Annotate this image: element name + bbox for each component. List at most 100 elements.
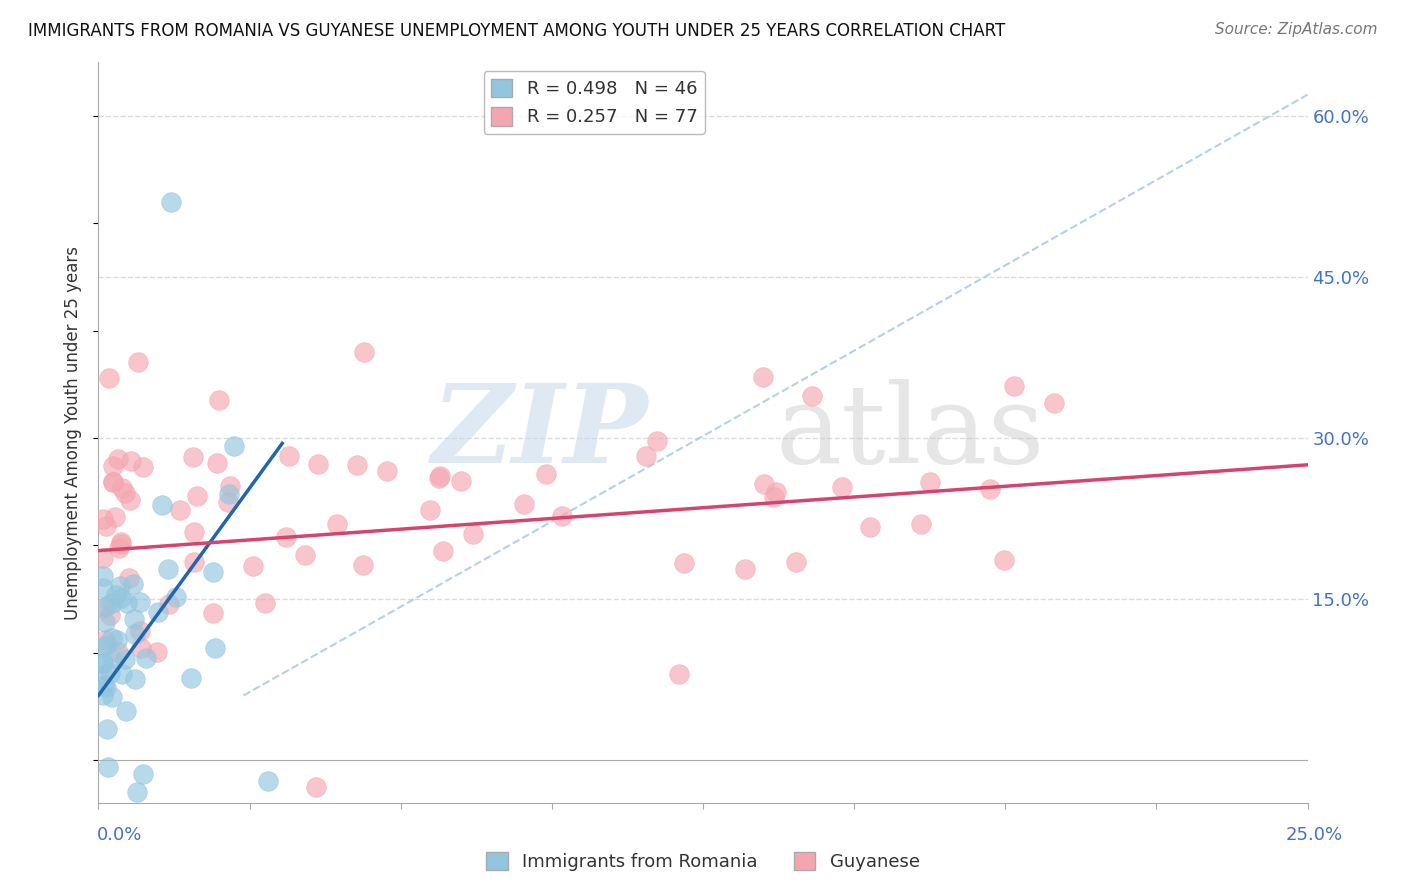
Point bbox=[550, 509, 572, 524]
Point bbox=[124, 627, 146, 641]
Point bbox=[274, 530, 297, 544]
Point bbox=[111, 666, 134, 681]
Point bbox=[202, 565, 225, 579]
Point bbox=[752, 370, 775, 384]
Point bbox=[785, 555, 807, 569]
Point bbox=[673, 556, 696, 570]
Point bbox=[461, 527, 484, 541]
Point bbox=[122, 576, 145, 591]
Legend: Immigrants from Romania, Guyanese: Immigrants from Romania, Guyanese bbox=[479, 845, 927, 879]
Point bbox=[114, 652, 136, 666]
Point bbox=[110, 535, 132, 549]
Point bbox=[127, 355, 149, 369]
Point bbox=[150, 498, 173, 512]
Point bbox=[101, 631, 124, 645]
Point bbox=[201, 606, 224, 620]
Point bbox=[100, 596, 122, 610]
Point bbox=[145, 644, 167, 658]
Point bbox=[668, 667, 690, 681]
Point bbox=[122, 612, 145, 626]
Point bbox=[634, 449, 657, 463]
Point bbox=[100, 608, 122, 623]
Point bbox=[513, 497, 536, 511]
Point bbox=[1043, 395, 1066, 409]
Point bbox=[534, 467, 557, 482]
Point bbox=[98, 665, 121, 680]
Point bbox=[118, 571, 141, 585]
Point bbox=[127, 785, 149, 799]
Point bbox=[253, 595, 276, 609]
Point bbox=[96, 680, 118, 694]
Point bbox=[110, 591, 132, 606]
Point bbox=[120, 454, 142, 468]
Point bbox=[207, 456, 229, 470]
Point bbox=[107, 452, 129, 467]
Point bbox=[754, 476, 776, 491]
Point bbox=[101, 690, 124, 704]
Point bbox=[135, 651, 157, 665]
Point bbox=[242, 558, 264, 573]
Point bbox=[105, 588, 128, 602]
Point bbox=[277, 449, 299, 463]
Legend: R = 0.498   N = 46, R = 0.257   N = 77: R = 0.498 N = 46, R = 0.257 N = 77 bbox=[484, 71, 704, 134]
Point bbox=[103, 475, 125, 489]
Point bbox=[103, 475, 125, 489]
Point bbox=[1002, 379, 1025, 393]
Point bbox=[419, 503, 441, 517]
Point bbox=[156, 562, 179, 576]
Point bbox=[132, 460, 155, 475]
Point bbox=[91, 601, 114, 615]
Point bbox=[734, 562, 756, 576]
Text: IMMIGRANTS FROM ROMANIA VS GUYANESE UNEMPLOYMENT AMONG YOUTH UNDER 25 YEARS CORR: IMMIGRANTS FROM ROMANIA VS GUYANESE UNEM… bbox=[28, 22, 1005, 40]
Point bbox=[105, 632, 128, 647]
Point bbox=[94, 615, 117, 630]
Y-axis label: Unemployment Among Youth under 25 years: Unemployment Among Youth under 25 years bbox=[65, 245, 83, 620]
Point bbox=[165, 590, 187, 604]
Point bbox=[352, 558, 374, 573]
Point bbox=[180, 671, 202, 685]
Point bbox=[181, 450, 204, 465]
Point bbox=[91, 551, 114, 566]
Point bbox=[146, 606, 169, 620]
Point bbox=[762, 491, 785, 505]
Point bbox=[183, 555, 205, 569]
Point bbox=[920, 475, 942, 490]
Point bbox=[305, 780, 328, 794]
Point bbox=[208, 393, 231, 408]
Point bbox=[115, 704, 138, 718]
Point bbox=[110, 537, 132, 551]
Point bbox=[107, 645, 129, 659]
Point bbox=[307, 457, 329, 471]
Point bbox=[91, 689, 114, 703]
Point bbox=[101, 652, 124, 666]
Point bbox=[132, 767, 155, 781]
Point bbox=[375, 464, 398, 478]
Point bbox=[218, 486, 240, 500]
Point bbox=[96, 722, 118, 736]
Point bbox=[91, 656, 114, 670]
Point bbox=[294, 548, 316, 562]
Point bbox=[97, 371, 120, 385]
Point bbox=[859, 520, 882, 534]
Point bbox=[114, 485, 136, 500]
Point bbox=[645, 434, 668, 448]
Point bbox=[104, 510, 127, 524]
Point bbox=[111, 482, 134, 496]
Point bbox=[217, 495, 239, 509]
Text: ZIP: ZIP bbox=[432, 379, 648, 486]
Point bbox=[129, 595, 152, 609]
Text: atlas: atlas bbox=[776, 379, 1045, 486]
Point bbox=[96, 639, 118, 653]
Point bbox=[979, 483, 1001, 497]
Point bbox=[186, 490, 208, 504]
Point bbox=[218, 479, 240, 493]
Point bbox=[118, 492, 141, 507]
Point bbox=[93, 656, 115, 670]
Point bbox=[94, 633, 117, 648]
Point bbox=[993, 553, 1015, 567]
Point bbox=[129, 624, 152, 639]
Point bbox=[91, 581, 114, 595]
Point bbox=[129, 640, 152, 655]
Point bbox=[91, 569, 114, 583]
Point bbox=[124, 672, 146, 686]
